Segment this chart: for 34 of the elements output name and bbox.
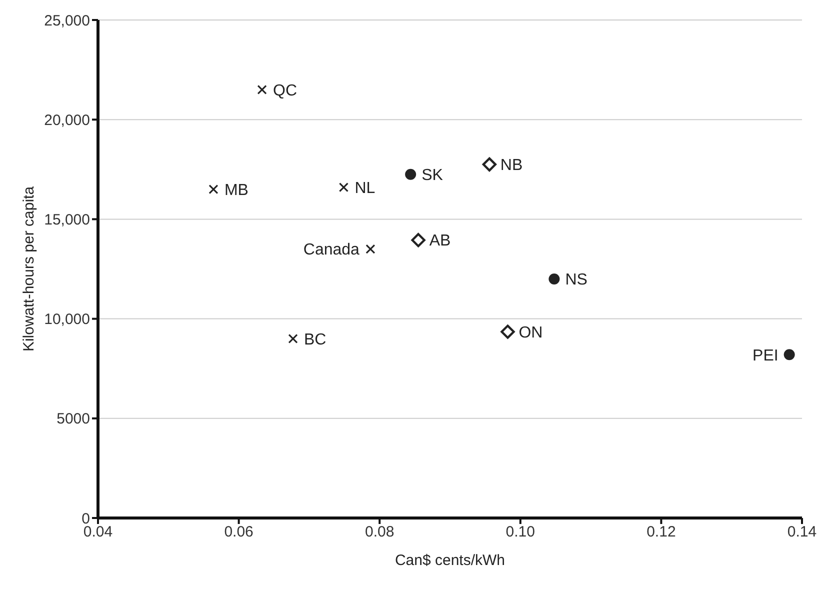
annotation: AB	[429, 232, 451, 250]
y-tick-label: 20,000	[44, 112, 90, 129]
point	[288, 334, 298, 344]
x-tick-label: 0.10	[506, 524, 535, 541]
annotation: QC	[273, 82, 298, 100]
point	[411, 233, 426, 248]
annotation: ON	[518, 324, 543, 342]
point	[366, 244, 376, 254]
y-axis-title: Kilowatt-hours per capita	[20, 186, 38, 352]
point	[500, 324, 515, 339]
point	[784, 349, 795, 360]
x-axis-title: Can$ cents/kWh	[394, 552, 506, 569]
point	[338, 182, 348, 192]
annotation: NS	[565, 272, 588, 289]
y-tick-label: 10,000	[44, 311, 90, 328]
x-tick-label: 0.08	[365, 524, 394, 541]
annotation: BC	[304, 331, 326, 348]
annotation: NL	[354, 180, 376, 197]
annotation: MB	[224, 182, 248, 199]
point	[208, 184, 218, 194]
point	[482, 157, 497, 172]
point	[257, 84, 267, 95]
annotation: SK	[422, 166, 444, 184]
y-tick-label: 25,000	[44, 12, 90, 30]
annotation: Canada	[303, 242, 360, 259]
x-tick-label: 0.06	[224, 524, 254, 541]
y-tick-label: 5000	[56, 410, 90, 428]
point	[405, 168, 416, 180]
x-tick-label: 0.14	[787, 524, 817, 541]
annotation: NB	[500, 157, 523, 174]
annotation: PEI	[752, 347, 778, 364]
x-tick-label: 0.12	[646, 524, 676, 541]
point	[548, 273, 560, 284]
y-tick-label: 15,000	[44, 212, 90, 229]
